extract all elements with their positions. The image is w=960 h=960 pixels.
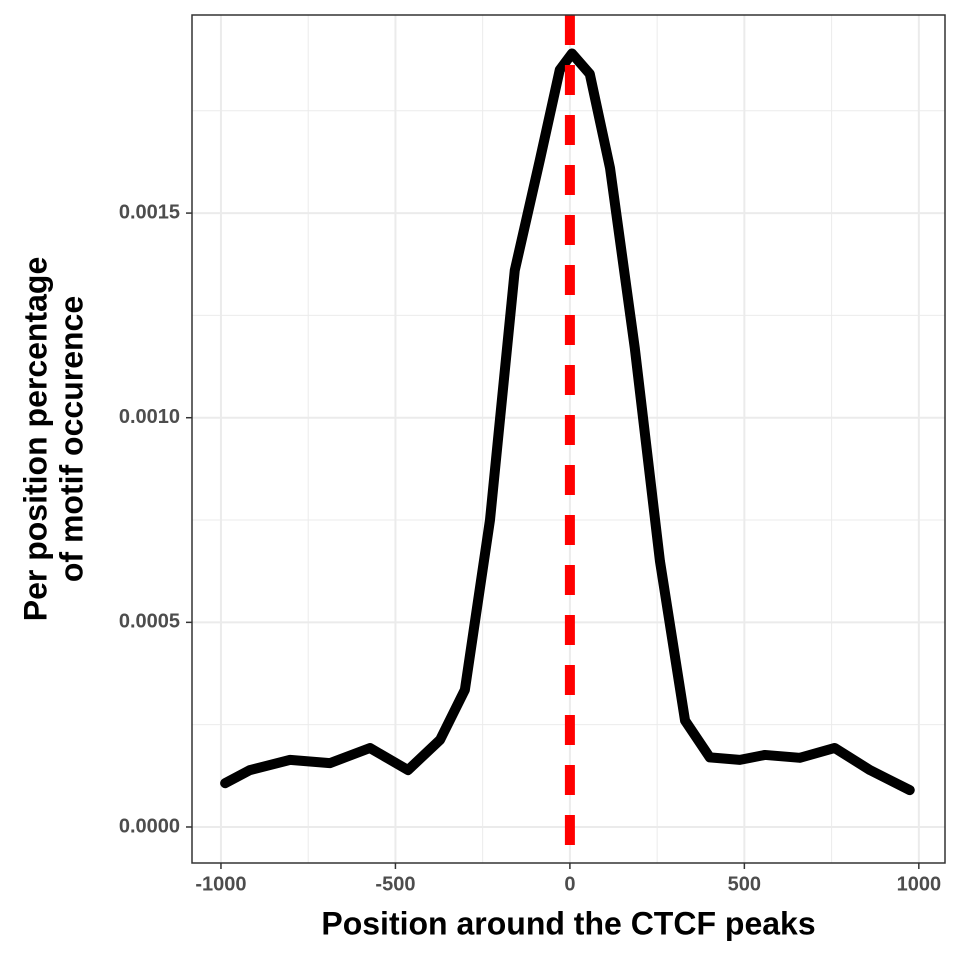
y-tick-label: 0.0015: [119, 201, 180, 223]
y-axis-title: of motif occurence: [53, 296, 89, 582]
plot-border: [191, 14, 946, 864]
x-tick-label: 500: [728, 873, 761, 895]
line: [220, 48, 915, 796]
x-tick-label: 0: [564, 873, 575, 895]
y-tick-label: 0.0005: [119, 611, 180, 633]
y-tick-label: 0.0000: [119, 815, 180, 837]
x-tick-label: 1000: [897, 873, 942, 895]
y-tick-label: 0.0010: [119, 406, 180, 428]
x-tick-label: -500: [375, 873, 415, 895]
x-tick-label: -1000: [195, 873, 246, 895]
x-axis-title: Position around the CTCF peaks: [321, 905, 815, 941]
y-axis-title: Per position percentage: [17, 257, 53, 622]
